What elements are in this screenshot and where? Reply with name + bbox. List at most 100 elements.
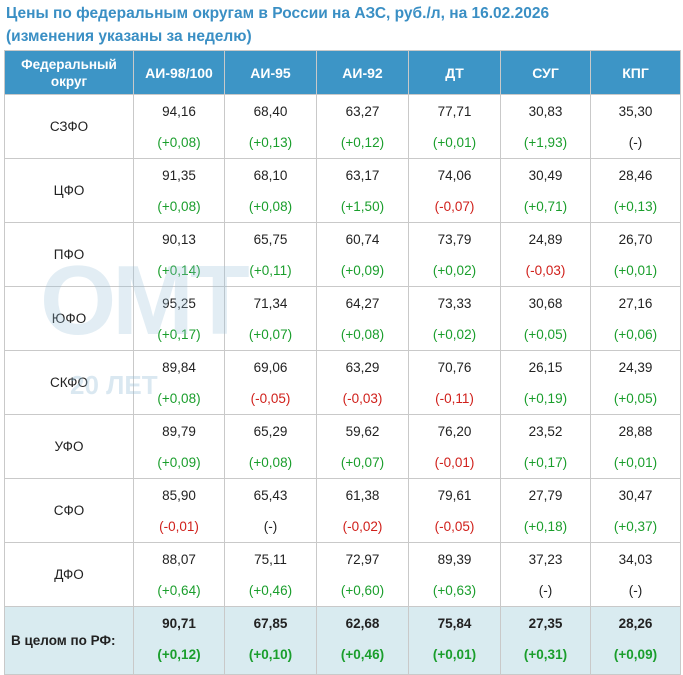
title-line-2: (изменения указаны за неделю)	[6, 28, 252, 45]
header-ai92: АИ-92	[316, 50, 409, 95]
price-value: 76,20	[437, 424, 472, 439]
price-cell-sug: 24,89 (-0,03)	[500, 222, 591, 287]
price-change: (+0,06)	[613, 327, 658, 342]
price-cell-ai98: 89,79 (+0,09)	[133, 414, 225, 479]
header-sug: СУГ	[500, 50, 591, 95]
price-value: 24,89	[528, 232, 563, 247]
price-change: (-)	[263, 519, 278, 534]
price-change: (+0,10)	[248, 647, 293, 662]
header-region: Федеральный округ	[4, 50, 134, 95]
table-row: ПФО 90,13 (+0,14) 65,75 (+0,11) 60,74 (+0,09) 7…	[4, 222, 681, 287]
price-change: (+0,12)	[340, 135, 385, 150]
price-change: (+0,05)	[613, 391, 658, 406]
price-change: (+0,18)	[523, 519, 568, 534]
price-change: (-0,03)	[525, 263, 566, 278]
price-change: (+0,11)	[249, 263, 292, 278]
price-cell-ai98: 91,35 (+0,08)	[133, 158, 225, 223]
table-row: СЗФО 94,16 (+0,08) 68,40 (+0,13) 63,27 (+0,12)…	[4, 94, 681, 159]
price-change: (+0,46)	[248, 583, 293, 598]
table-row: СКФО 89,84 (+0,08) 69,06 (-0,05) 63,29 (-0,03)…	[4, 350, 681, 415]
price-cell-ai98: 88,07 (+0,64)	[133, 542, 225, 607]
price-change: (+0,09)	[157, 455, 201, 470]
price-value: 73,79	[437, 232, 472, 247]
price-cell-ai95: 75,11 (+0,46)	[224, 542, 317, 607]
price-change: (+0,01)	[613, 263, 658, 278]
price-value: 69,06	[253, 360, 288, 375]
price-cell-sug: 26,15 (+0,19)	[500, 350, 591, 415]
header-row: Федеральный округ АИ-98/100 АИ-95 АИ-92 …	[4, 50, 681, 95]
price-cell-dt: 73,33 (+0,02)	[408, 286, 501, 351]
title-line-1: Цены по федеральным округам в России на …	[6, 5, 550, 22]
price-value: 68,40	[253, 104, 288, 119]
price-cell-kpg: 28,26 (+0,09)	[590, 606, 681, 675]
price-value: 27,35	[528, 616, 563, 631]
price-cell-ai95: 71,34 (+0,07)	[224, 286, 317, 351]
price-change: (+0,02)	[432, 327, 477, 342]
price-value: 62,68	[345, 616, 380, 631]
price-cell-ai95: 65,29 (+0,08)	[224, 414, 317, 479]
price-value: 95,25	[162, 296, 196, 311]
price-cell-ai92: 60,74 (+0,09)	[316, 222, 409, 287]
price-value: 77,71	[437, 104, 472, 119]
price-cell-ai92: 59,62 (+0,07)	[316, 414, 409, 479]
header-ai95: АИ-95	[224, 50, 317, 95]
price-value: 90,71	[162, 616, 196, 631]
price-change: (+0,08)	[157, 135, 201, 150]
price-value: 63,29	[345, 360, 380, 375]
price-cell-sug: 30,49 (+0,71)	[500, 158, 591, 223]
price-change: (+0,71)	[523, 199, 568, 214]
price-change: (+0,17)	[157, 327, 201, 342]
price-change: (+0,09)	[613, 647, 658, 662]
price-value: 28,88	[618, 424, 653, 439]
price-cell-kpg: 30,47 (+0,37)	[590, 478, 681, 543]
price-value: 89,39	[437, 552, 472, 567]
price-value: 30,83	[528, 104, 563, 119]
price-change: (+0,09)	[340, 263, 385, 278]
price-value: 91,35	[162, 168, 196, 183]
price-value: 71,34	[253, 296, 288, 311]
price-cell-ai92: 72,97 (+0,60)	[316, 542, 409, 607]
price-value: 75,84	[437, 616, 472, 631]
price-cell-ai98: 95,25 (+0,17)	[133, 286, 225, 351]
price-value: 70,76	[437, 360, 472, 375]
price-change: (+0,31)	[523, 647, 568, 662]
price-change: (+0,12)	[157, 647, 201, 662]
region-cell: ДФО	[4, 542, 134, 607]
table-row: ДФО 88,07 (+0,64) 75,11 (+0,46) 72,97 (+0,60) 8…	[4, 542, 681, 607]
price-value: 28,46	[618, 168, 653, 183]
price-change: (-0,01)	[159, 519, 199, 534]
price-value: 27,79	[528, 488, 563, 503]
price-cell-ai95: 65,75 (+0,11)	[224, 222, 317, 287]
header-dt: ДТ	[408, 50, 501, 95]
price-cell-ai95: 67,85 (+0,10)	[224, 606, 317, 675]
price-value: 28,26	[618, 616, 653, 631]
price-value: 64,27	[345, 296, 380, 311]
price-change: (+0,19)	[523, 391, 568, 406]
price-change: (+0,46)	[340, 647, 385, 662]
price-cell-ai92: 63,17 (+1,50)	[316, 158, 409, 223]
region-cell: УФО	[4, 414, 134, 479]
price-cell-sug: 30,83 (+1,93)	[500, 94, 591, 159]
price-value: 79,61	[437, 488, 472, 503]
price-cell-sug: 30,68 (+0,05)	[500, 286, 591, 351]
price-value: 23,52	[528, 424, 563, 439]
price-value: 65,75	[253, 232, 288, 247]
price-change: (+0,07)	[340, 455, 385, 470]
price-change: (+0,08)	[340, 327, 385, 342]
price-cell-ai95: 69,06 (-0,05)	[224, 350, 317, 415]
fuel-prices-table: Федеральный округ АИ-98/100 АИ-95 АИ-92 …	[4, 50, 681, 675]
price-value: 63,17	[345, 168, 380, 183]
price-value: 72,97	[345, 552, 380, 567]
price-cell-ai98: 90,13 (+0,14)	[133, 222, 225, 287]
price-value: 30,47	[618, 488, 653, 503]
price-change: (+0,02)	[432, 263, 477, 278]
region-cell: ЮФО	[4, 286, 134, 351]
price-cell-dt: 76,20 (-0,01)	[408, 414, 501, 479]
region-cell: СЗФО	[4, 94, 134, 159]
price-value: 26,15	[528, 360, 563, 375]
price-value: 61,38	[345, 488, 380, 503]
region-cell: ЦФО	[4, 158, 134, 223]
price-value: 89,84	[162, 360, 196, 375]
price-change: (-0,05)	[250, 391, 291, 406]
price-value: 30,68	[528, 296, 563, 311]
